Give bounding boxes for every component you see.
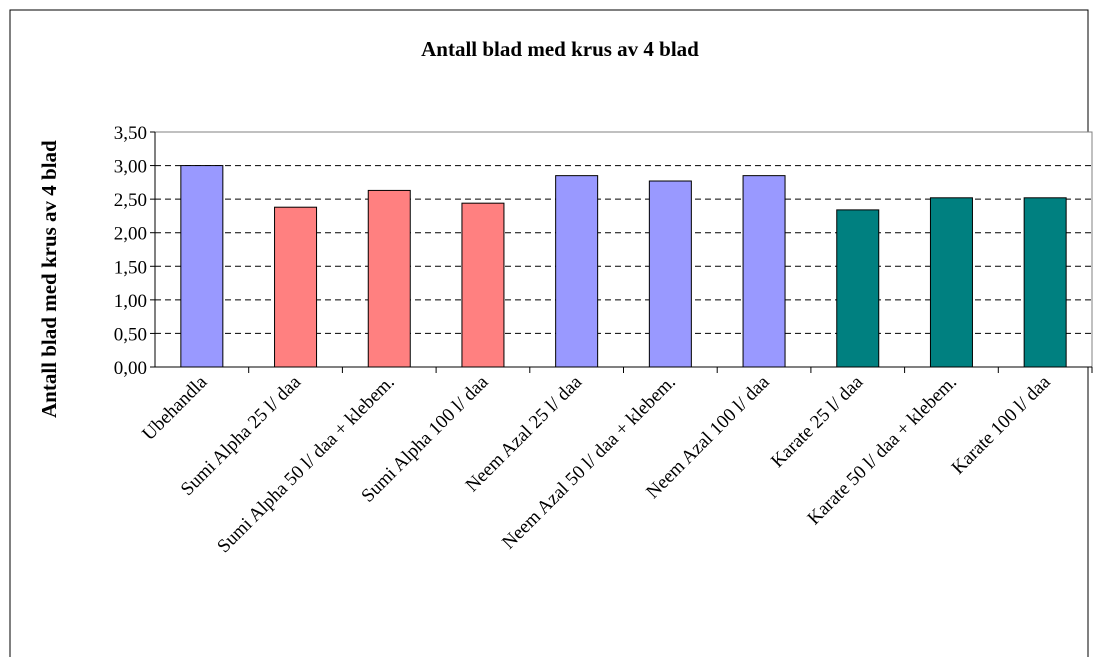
y-tick-label: 3,50 [114, 123, 147, 144]
bar [180, 165, 224, 368]
bar [461, 202, 505, 368]
bar [648, 180, 692, 368]
y-tick-label: 3,00 [114, 157, 147, 178]
y-tick-label: 2,50 [114, 190, 147, 211]
bar [836, 209, 880, 368]
bar [929, 197, 973, 368]
y-tick-label: 0,50 [114, 324, 147, 345]
bar [742, 175, 786, 368]
bar [555, 175, 599, 368]
y-tick-label: 0,00 [114, 358, 147, 379]
y-tick-label: 1,00 [114, 291, 147, 312]
y-tick-label: 1,50 [114, 257, 147, 278]
bar [1023, 197, 1067, 368]
y-axis-label: Antall blad med krus av 4 blad [37, 140, 61, 418]
chart-title: Antall blad med krus av 4 blad [421, 37, 699, 61]
bar [367, 189, 411, 368]
y-tick-label: 2,00 [114, 224, 147, 245]
bar [274, 206, 318, 368]
